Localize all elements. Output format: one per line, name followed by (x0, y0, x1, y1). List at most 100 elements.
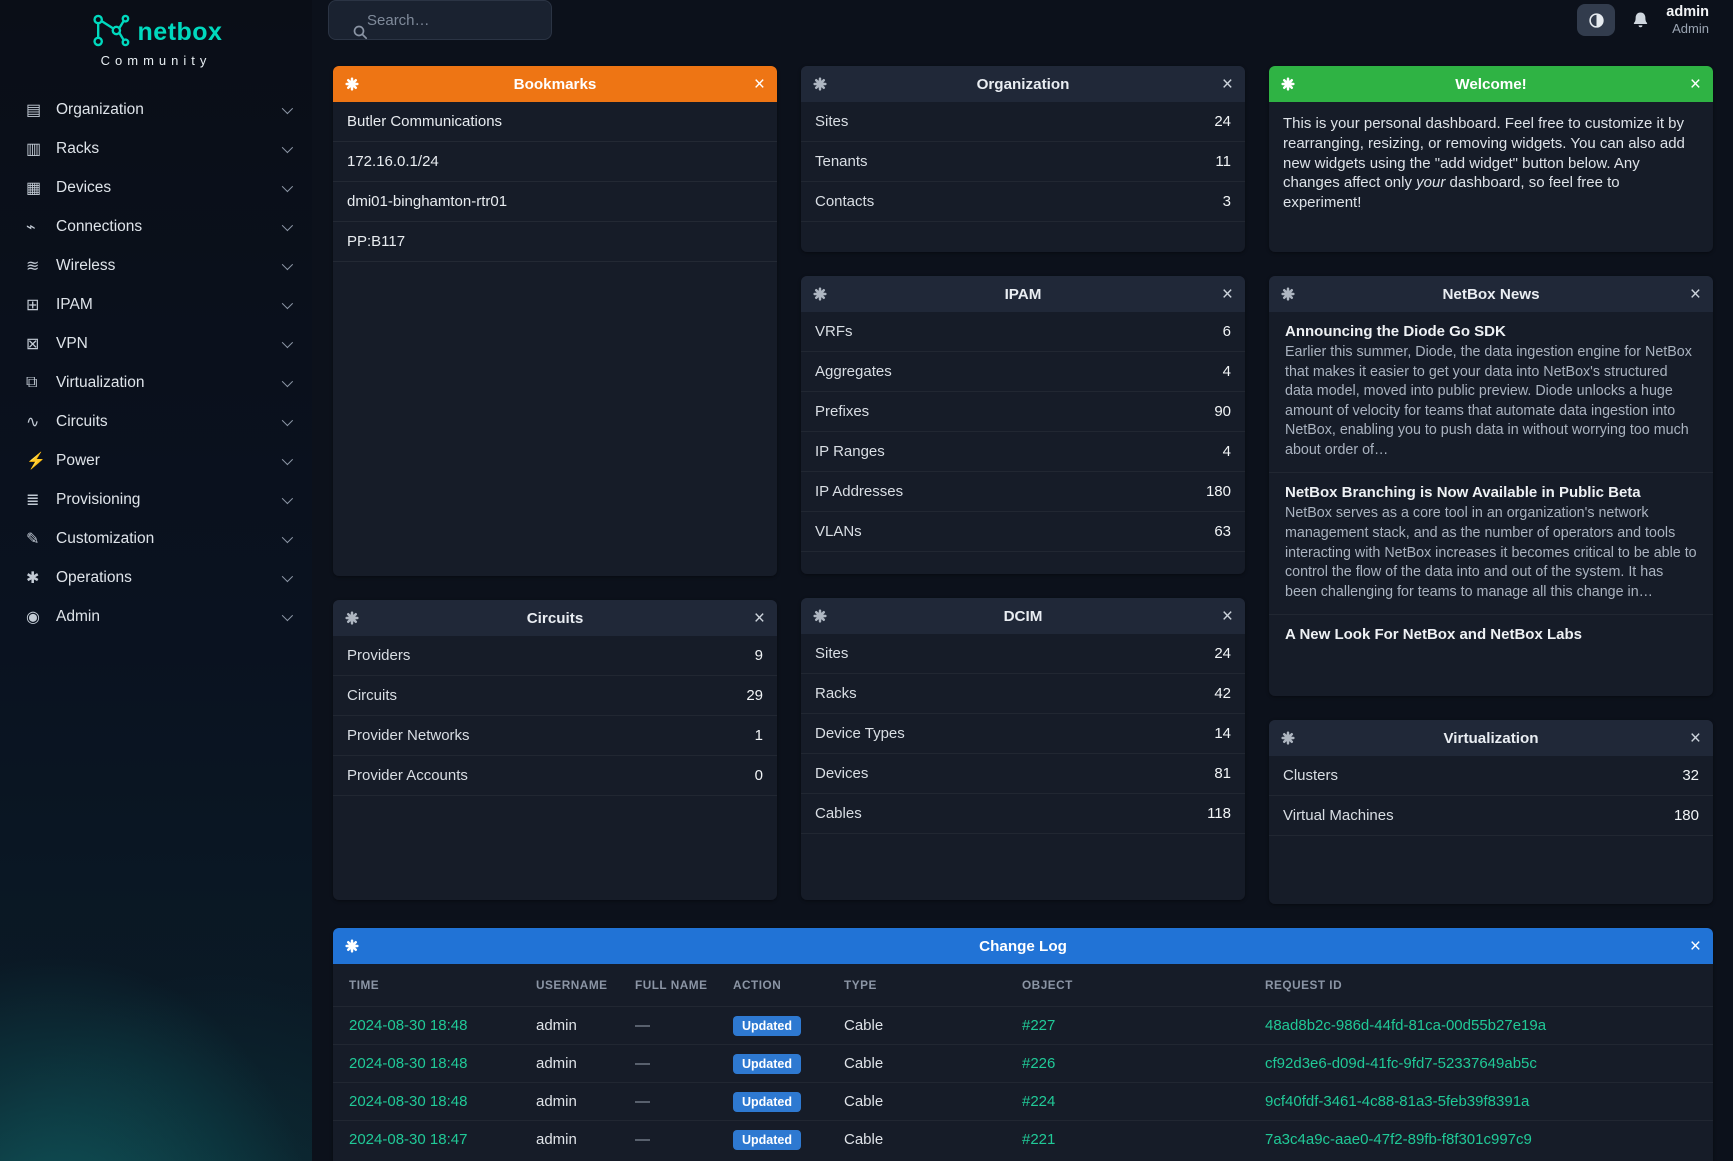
widget-header: Bookmarks × (333, 66, 777, 102)
theme-toggle-button[interactable] (1577, 4, 1616, 36)
sidebar-item[interactable]: ▤ Organization (0, 90, 312, 129)
widget-close-button[interactable]: × (1690, 937, 1701, 956)
news-title-link[interactable]: A New Look For NetBox and NetBox Labs (1285, 626, 1582, 644)
sidebar-item[interactable]: ✎ Customization (0, 519, 312, 558)
sidebar-item[interactable]: ∿ Circuits (0, 402, 312, 441)
changelog-object-link[interactable]: #224 (1022, 1093, 1056, 1110)
changelog-time-link[interactable]: 2024-08-30 18:47 (349, 1131, 468, 1148)
sidebar-item[interactable]: ⧉ Virtualization (0, 363, 312, 402)
stat-label-link[interactable]: Provider Networks (347, 727, 470, 744)
stat-label-link[interactable]: IP Ranges (815, 443, 885, 460)
changelog-object-link[interactable]: #226 (1022, 1055, 1056, 1072)
close-icon: × (1221, 283, 1233, 305)
changelog-time-link[interactable]: 2024-08-30 18:48 (349, 1093, 468, 1110)
widget-close-button[interactable]: × (1222, 75, 1233, 94)
bookmark-link[interactable]: PP:B117 (333, 222, 777, 262)
widget-config-button[interactable] (345, 77, 359, 91)
changelog-username: admin (536, 1131, 577, 1148)
stat-label-link[interactable]: Contacts (815, 193, 875, 210)
changelog-request-link[interactable]: 7a3c4a9c-aae0-47f2-89fb-f8f301c997c9 (1265, 1131, 1532, 1148)
widget-config-button[interactable] (813, 77, 827, 91)
changelog-object-link[interactable]: #227 (1022, 1017, 1056, 1034)
widget-config-button[interactable] (345, 611, 359, 625)
gear-icon (345, 77, 359, 91)
widget-config-button[interactable] (813, 287, 827, 301)
news-title-link[interactable]: NetBox Branching is Now Available in Pub… (1285, 484, 1641, 502)
sidebar-nav: ▤ Organization ▥ Racks ▦ Devices (0, 78, 312, 636)
changelog-time-link[interactable]: 2024-08-30 18:48 (349, 1017, 468, 1034)
user-menu[interactable]: admin Admin (1666, 3, 1709, 37)
changelog-request-link[interactable]: 9cf40fdf-3461-4c88-81a3-5feb39f8391a (1265, 1093, 1530, 1110)
stat-value: 32 (1682, 767, 1699, 784)
stat-label-link[interactable]: Clusters (1283, 767, 1339, 784)
stat-row: Sites 24 (801, 102, 1245, 142)
widget-header: Welcome! × (1269, 66, 1713, 102)
stat-label-link[interactable]: Devices (815, 765, 869, 782)
widget-title: Organization (976, 75, 1070, 93)
stat-row: VLANs 63 (801, 512, 1245, 552)
chevron-down-icon (281, 336, 294, 348)
stat-label-link[interactable]: VLANs (815, 523, 862, 540)
bookmark-link[interactable]: Butler Communications (333, 102, 777, 142)
changelog-request-link[interactable]: 48ad8b2c-986d-44fd-81ca-00d55b27e19a (1265, 1017, 1547, 1034)
gear-icon (1281, 77, 1295, 91)
stat-label-link[interactable]: Circuits (347, 687, 398, 704)
widget-title: NetBox News (1442, 285, 1540, 303)
sidebar-item[interactable]: ✱ Operations (0, 558, 312, 597)
sidebar-item[interactable]: ⚡ Power (0, 441, 312, 480)
widget-close-button[interactable]: × (1690, 729, 1701, 748)
stat-label-link[interactable]: Racks (815, 685, 857, 702)
action-badge: Updated (733, 1091, 801, 1112)
gear-icon (813, 609, 827, 623)
widget-config-button[interactable] (345, 939, 359, 953)
stat-label-link[interactable]: IP Addresses (815, 483, 904, 500)
widget-close-button[interactable]: × (754, 75, 765, 94)
stat-label-link[interactable]: Provider Accounts (347, 767, 468, 784)
notifications-button[interactable] (1631, 11, 1650, 30)
widget-close-button[interactable]: × (754, 609, 765, 628)
search-input[interactable] (328, 0, 552, 40)
widget-config-button[interactable] (1281, 77, 1295, 91)
news-item: NetBox Branching is Now Available in Pub… (1269, 472, 1713, 614)
news-item: Announcing the Diode Go SDK Earlier this… (1269, 312, 1713, 472)
changelog-object-link[interactable]: #221 (1022, 1131, 1056, 1148)
stat-label-link[interactable]: VRFs (815, 323, 853, 340)
changelog-time-link[interactable]: 2024-08-30 18:48 (349, 1055, 468, 1072)
changelog-request-link[interactable]: cf92d3e6-d09d-41fc-9fd7-52337649ab5c (1265, 1055, 1537, 1072)
sidebar-item[interactable]: ⊠ VPN (0, 324, 312, 363)
stat-label-link[interactable]: Cables (815, 805, 862, 822)
stat-label-link[interactable]: Sites (815, 645, 849, 662)
widget-close-button[interactable]: × (1690, 75, 1701, 94)
stat-label-link[interactable]: Tenants (815, 153, 868, 170)
bookmark-link[interactable]: dmi01-binghamton-rtr01 (333, 182, 777, 222)
stat-label-link[interactable]: Sites (815, 113, 849, 130)
sidebar-item[interactable]: ⌁ Connections (0, 207, 312, 246)
stat-value: 90 (1214, 403, 1231, 420)
changelog-fullname: — (635, 1131, 650, 1148)
stat-label-link[interactable]: Device Types (815, 725, 905, 742)
sidebar-item[interactable]: ≋ Wireless (0, 246, 312, 285)
sidebar-item[interactable]: ⊞ IPAM (0, 285, 312, 324)
sidebar-item[interactable]: ▦ Devices (0, 168, 312, 207)
stat-label-link[interactable]: Virtual Machines (1283, 807, 1394, 824)
widget-close-button[interactable]: × (1690, 285, 1701, 304)
widget-config-button[interactable] (1281, 731, 1295, 745)
stat-label-link[interactable]: Prefixes (815, 403, 870, 420)
widget-header: Change Log × (333, 928, 1713, 964)
main-area: admin Admin Bookmarks × (312, 0, 1733, 1161)
widget-close-button[interactable]: × (1222, 285, 1233, 304)
news-title-link[interactable]: Announcing the Diode Go SDK (1285, 323, 1506, 340)
widget-close-button[interactable]: × (1222, 607, 1233, 626)
widget-config-button[interactable] (1281, 287, 1295, 301)
sidebar-item[interactable]: ≣ Provisioning (0, 480, 312, 519)
widget-config-button[interactable] (813, 609, 827, 623)
brand[interactable]: netbox Community (0, 0, 312, 78)
sidebar-item[interactable]: ◉ Admin (0, 597, 312, 636)
close-icon: × (753, 607, 765, 629)
bookmark-link[interactable]: 172.16.0.1/24 (333, 142, 777, 182)
stat-label-link[interactable]: Aggregates (815, 363, 892, 380)
sidebar-item[interactable]: ▥ Racks (0, 129, 312, 168)
stat-row: Cables 118 (801, 794, 1245, 834)
virtual-machine-icon: ⧉ (26, 373, 38, 391)
stat-label-link[interactable]: Providers (347, 647, 411, 664)
